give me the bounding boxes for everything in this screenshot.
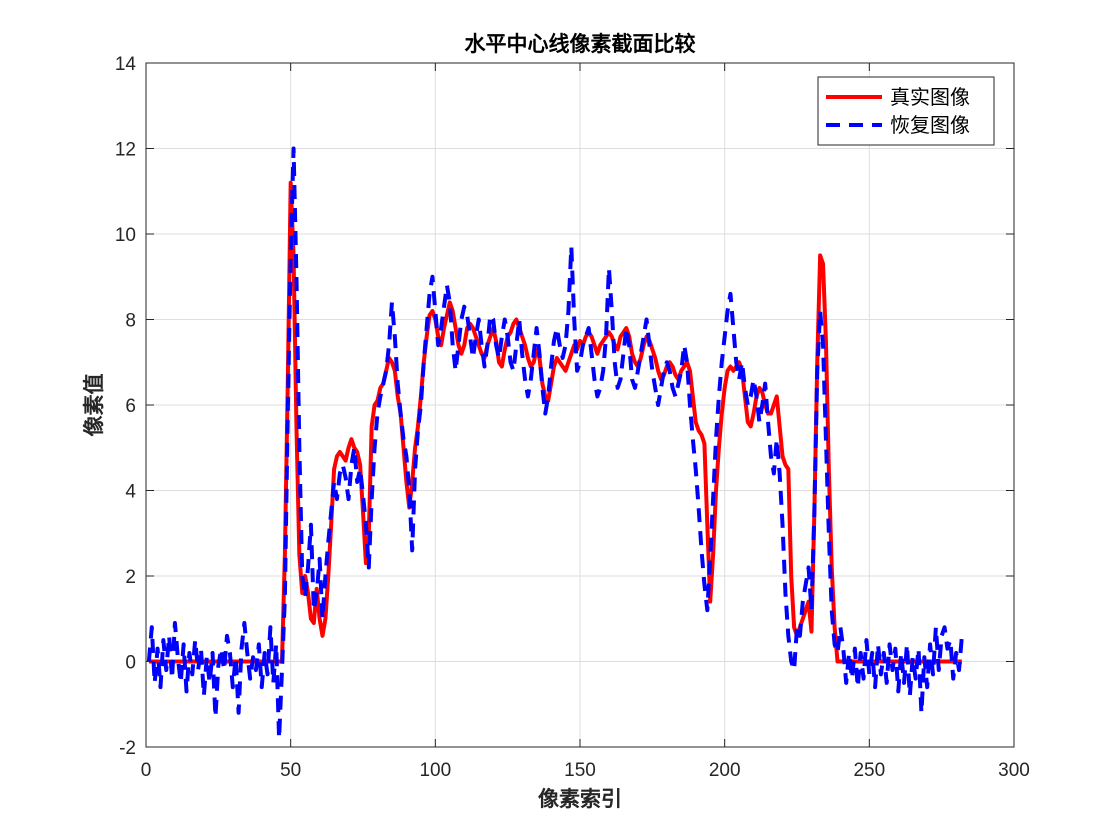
series-lines <box>146 146 964 741</box>
chart-title: 水平中心线像素截面比较 <box>465 32 696 56</box>
series-line-2 <box>146 146 964 741</box>
x-axis-title: 像素索引 <box>538 787 622 811</box>
x-tick-label: 300 <box>998 760 1030 781</box>
x-tick-label: 50 <box>280 760 301 781</box>
y-tick-label: -2 <box>119 738 136 759</box>
x-tick-label: 150 <box>564 760 596 781</box>
y-axis-title: 像素值 <box>82 374 106 437</box>
y-tick-label: 2 <box>125 567 136 588</box>
y-tick-label: 14 <box>115 54 137 75</box>
y-tick-label: 8 <box>125 311 136 332</box>
x-tick-label: 200 <box>709 760 741 781</box>
y-tick-label: 12 <box>115 140 136 161</box>
x-tick-label: 0 <box>141 760 152 781</box>
y-tick-label: 0 <box>125 653 136 674</box>
y-tick-label: 10 <box>115 225 136 246</box>
legend-label: 真实图像 <box>890 85 970 109</box>
series-line-1 <box>148 180 962 664</box>
legend-box <box>817 76 995 146</box>
x-tick-label: 250 <box>853 760 885 781</box>
y-tick-label: 4 <box>125 482 136 503</box>
y-tick-label: 6 <box>125 396 136 417</box>
x-tick-label: 100 <box>419 760 451 781</box>
legend-label: 恢复图像 <box>890 113 970 137</box>
